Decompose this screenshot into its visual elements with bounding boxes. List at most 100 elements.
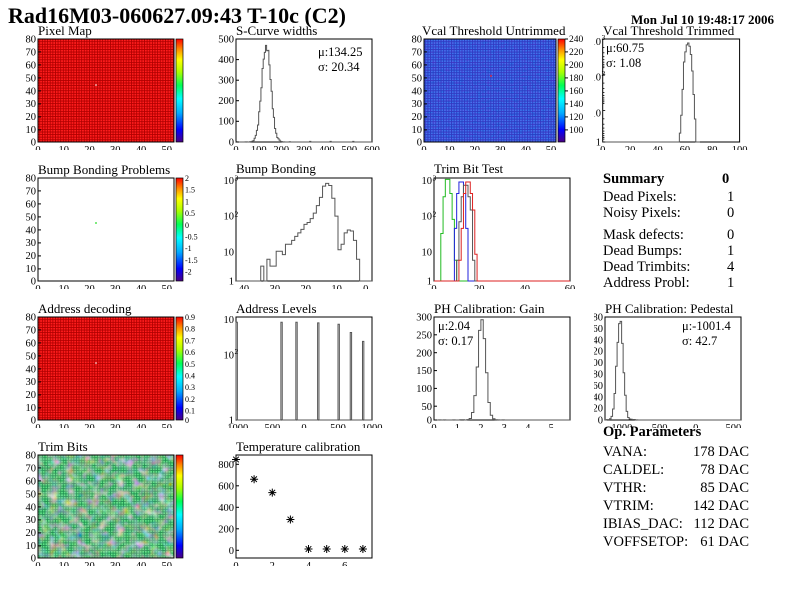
svg-text:2: 2 <box>270 561 275 566</box>
svg-text:Dead Pixels:: Dead Pixels: <box>603 189 677 205</box>
svg-text:10: 10 <box>594 73 601 84</box>
svg-text:0.9: 0.9 <box>185 313 195 322</box>
svg-text:1.5: 1.5 <box>185 185 195 194</box>
svg-text:50: 50 <box>422 402 433 413</box>
svg-text:40: 40 <box>26 225 37 236</box>
svg-text:400: 400 <box>218 503 234 514</box>
svg-text:Dead Bumps:: Dead Bumps: <box>603 243 682 259</box>
svg-text:Mask defects:: Mask defects: <box>603 227 684 243</box>
svg-text:140: 140 <box>569 100 584 110</box>
svg-text:Temperature calibration: Temperature calibration <box>236 439 361 454</box>
svg-text:-1: -1 <box>185 244 192 253</box>
svg-text:σ: 1.08: σ: 1.08 <box>606 56 641 70</box>
svg-text:2: 2 <box>433 209 437 218</box>
svg-text:VOFFSETOP:: VOFFSETOP: <box>603 534 688 550</box>
svg-text:0.6: 0.6 <box>185 348 195 357</box>
svg-text:0.5: 0.5 <box>185 209 195 218</box>
svg-text:20: 20 <box>26 112 37 123</box>
svg-text:500: 500 <box>218 35 234 46</box>
svg-text:100: 100 <box>218 117 234 128</box>
svg-text:0: 0 <box>35 561 40 566</box>
svg-text:120: 120 <box>594 346 603 357</box>
svg-text:60: 60 <box>26 477 37 488</box>
svg-text:10: 10 <box>224 211 235 222</box>
svg-text:VTRIM:: VTRIM: <box>603 498 654 514</box>
svg-text:0.2: 0.2 <box>185 394 195 403</box>
svg-text:1: 1 <box>727 243 734 259</box>
svg-text:3: 3 <box>502 423 507 428</box>
svg-text:20: 20 <box>412 112 423 123</box>
svg-text:1: 1 <box>455 423 460 428</box>
svg-text:-1.5: -1.5 <box>185 256 198 265</box>
svg-text:Pixel Map: Pixel Map <box>38 23 92 38</box>
svg-text:Summary: Summary <box>603 171 665 187</box>
svg-text:50: 50 <box>161 561 172 566</box>
svg-text:VANA:: VANA: <box>603 444 647 460</box>
svg-text:10: 10 <box>594 108 601 119</box>
svg-text:100: 100 <box>416 384 432 395</box>
svg-text:112 DAC: 112 DAC <box>694 516 749 532</box>
svg-text:80: 80 <box>412 35 423 46</box>
svg-text:200: 200 <box>218 525 234 536</box>
svg-text:150: 150 <box>416 366 432 377</box>
svg-text:μ:-1001.4: μ:-1001.4 <box>682 319 731 333</box>
svg-text:80: 80 <box>594 369 603 380</box>
svg-text:160: 160 <box>594 323 603 334</box>
svg-text:2: 2 <box>235 209 239 218</box>
svg-text:S-Curve widths: S-Curve widths <box>236 23 317 38</box>
svg-text:10: 10 <box>58 561 69 566</box>
svg-text:σ: 42.7: σ: 42.7 <box>682 334 717 348</box>
svg-text:40: 40 <box>136 561 147 566</box>
svg-text:Noisy Pixels:: Noisy Pixels: <box>603 205 681 221</box>
svg-text:60: 60 <box>26 338 37 349</box>
svg-text:Bump Bonding: Bump Bonding <box>236 161 316 176</box>
svg-text:2: 2 <box>185 174 189 183</box>
svg-text:Trim Bits: Trim Bits <box>38 439 88 454</box>
svg-text:80: 80 <box>26 451 37 462</box>
svg-text:2: 2 <box>478 423 483 428</box>
svg-text:3: 3 <box>433 173 437 182</box>
svg-text:100: 100 <box>569 126 584 136</box>
svg-text:6: 6 <box>342 561 347 566</box>
svg-text:μ:60.75: μ:60.75 <box>606 41 644 55</box>
svg-text:50: 50 <box>26 351 37 362</box>
svg-text:70: 70 <box>26 464 37 475</box>
svg-text:-2: -2 <box>185 267 192 276</box>
svg-text:Vcal Threshold Untrimmed: Vcal Threshold Untrimmed <box>422 23 566 38</box>
svg-text:180: 180 <box>594 312 603 323</box>
svg-text:σ: 20.34: σ: 20.34 <box>318 60 360 74</box>
svg-text:250: 250 <box>416 330 432 341</box>
svg-text:PH Calibration: Pedestal: PH Calibration: Pedestal <box>605 301 734 316</box>
svg-text:5: 5 <box>549 423 554 428</box>
svg-text:Address decoding: Address decoding <box>38 301 132 316</box>
svg-text:0: 0 <box>185 221 189 230</box>
svg-text:0.1: 0.1 <box>185 406 195 415</box>
svg-text:20: 20 <box>26 390 37 401</box>
svg-text:140: 140 <box>594 335 603 346</box>
svg-text:0: 0 <box>229 546 234 557</box>
svg-text:300: 300 <box>218 75 234 86</box>
svg-text:50: 50 <box>412 73 423 84</box>
svg-text:10: 10 <box>26 541 37 552</box>
svg-text:μ:134.25: μ:134.25 <box>318 45 363 59</box>
svg-text:142 DAC: 142 DAC <box>693 498 749 514</box>
svg-text:60: 60 <box>412 60 423 71</box>
svg-text:60: 60 <box>26 60 37 71</box>
svg-text:0: 0 <box>727 227 734 243</box>
svg-text:0: 0 <box>431 423 436 428</box>
svg-text:50: 50 <box>26 212 37 223</box>
svg-text:30: 30 <box>26 377 37 388</box>
svg-text:0.8: 0.8 <box>185 324 195 333</box>
svg-text:10: 10 <box>422 247 433 258</box>
svg-text:40: 40 <box>26 503 37 514</box>
svg-text:200: 200 <box>416 348 432 359</box>
svg-text:70: 70 <box>26 47 37 58</box>
svg-text:30: 30 <box>412 99 423 110</box>
svg-text:61 DAC: 61 DAC <box>700 534 749 550</box>
svg-text:3: 3 <box>235 173 239 182</box>
svg-text:0: 0 <box>233 561 238 566</box>
svg-text:0.4: 0.4 <box>185 371 195 380</box>
svg-text:10: 10 <box>26 125 37 136</box>
svg-text:PH Calibration: Gain: PH Calibration: Gain <box>434 301 545 316</box>
svg-text:4: 4 <box>306 561 312 566</box>
